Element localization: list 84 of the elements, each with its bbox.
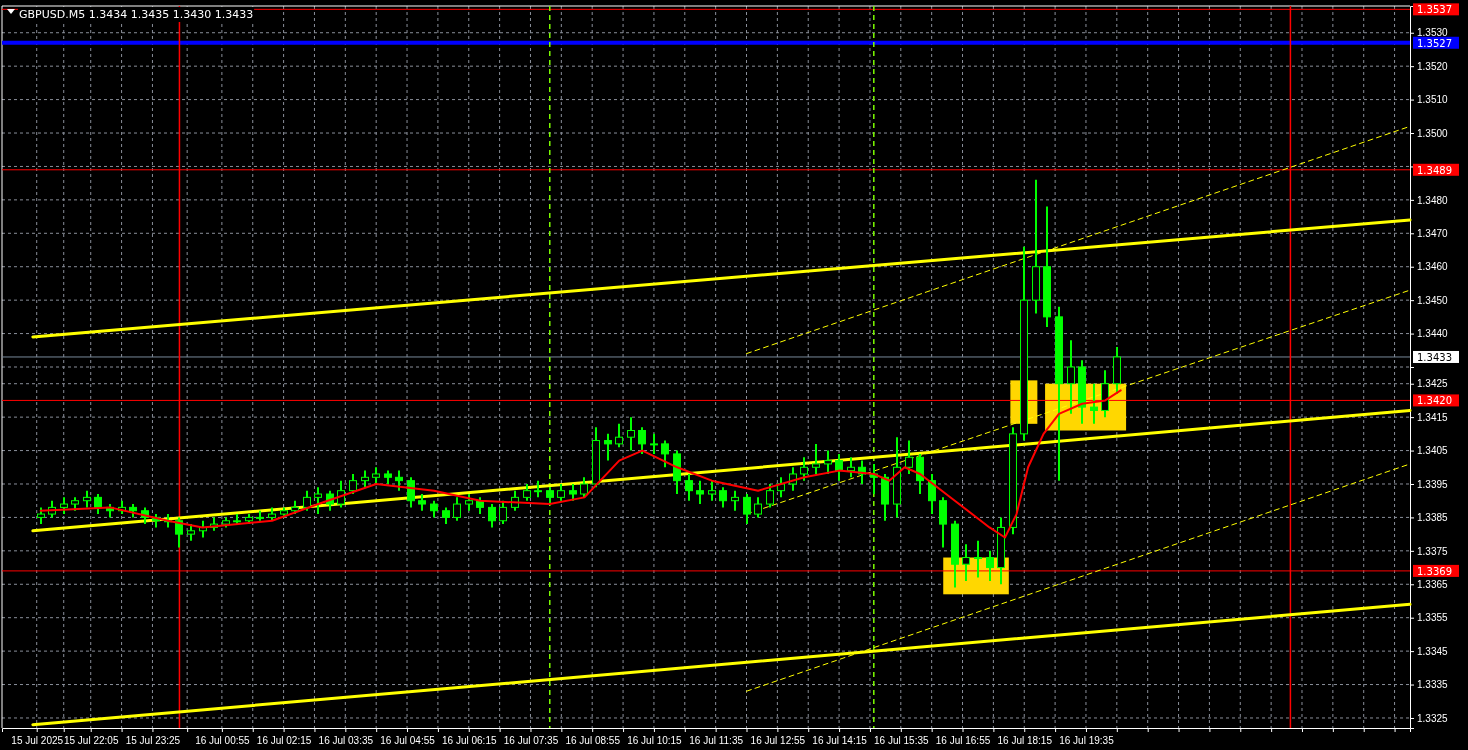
- x-tick-label: 16 Jul 00:55: [195, 735, 251, 746]
- candlestick: [349, 472, 357, 496]
- candlestick: [800, 456, 808, 482]
- x-tick-label: 16 Jul 07:35: [503, 735, 559, 746]
- candlestick: [94, 493, 102, 516]
- y-tick-label: 1.3440: [1417, 328, 1449, 340]
- candlestick: [661, 439, 669, 469]
- y-tick-label: 1.3425: [1417, 378, 1449, 390]
- candlestick: [627, 416, 635, 452]
- ref-line-label: 1.3489: [1417, 164, 1452, 176]
- candlestick: [638, 426, 646, 455]
- y-tick-label: 1.3500: [1417, 127, 1449, 139]
- ref-line-label: 1.3433: [1417, 351, 1452, 363]
- candlestick: [453, 496, 461, 522]
- y-tick-label: 1.3470: [1417, 228, 1449, 239]
- candlestick: [650, 432, 658, 455]
- ref-line-label: 1.3420: [1417, 395, 1452, 407]
- x-tick-label: 15 Jul 2025: [11, 735, 64, 746]
- y-tick-label: 1.3480: [1417, 194, 1449, 206]
- x-tick-label: 16 Jul 11:35: [689, 735, 744, 746]
- x-tick-label: 16 Jul 15:35: [874, 735, 929, 746]
- x-tick-label: 16 Jul 04:55: [380, 735, 436, 746]
- y-tick-label: 1.3450: [1417, 294, 1449, 306]
- ref-line-label: 1.3527: [1417, 37, 1452, 49]
- candlestick: [615, 422, 623, 449]
- ref-line-label: 1.3369: [1417, 565, 1452, 577]
- candlestick: [488, 503, 496, 529]
- candlestick: [939, 496, 947, 549]
- candlestick: [754, 496, 762, 519]
- x-tick-label: 16 Jul 06:15: [442, 735, 497, 746]
- candlestick: [303, 489, 311, 512]
- y-tick-label: 1.3335: [1417, 679, 1449, 691]
- x-tick-label: 16 Jul 18:15: [997, 735, 1053, 746]
- x-tick-label: 16 Jul 19:35: [1059, 735, 1115, 746]
- candlestick: [395, 469, 403, 492]
- y-tick-label: 1.3520: [1417, 60, 1449, 72]
- candlestick: [580, 476, 588, 499]
- candlestick: [962, 543, 970, 582]
- candlestick: [835, 452, 843, 482]
- candlestick: [905, 439, 913, 475]
- x-tick-label: 16 Jul 12:55: [750, 735, 806, 746]
- candlestick: [175, 516, 183, 549]
- x-tick-label: 16 Jul 10:15: [627, 735, 683, 746]
- y-tick-label: 1.3405: [1417, 445, 1449, 457]
- x-tick-label: 15 Jul 22:05: [63, 735, 119, 746]
- y-tick-label: 1.3395: [1417, 478, 1449, 490]
- candlestick: [974, 539, 982, 579]
- x-tick-label: 16 Jul 14:15: [812, 735, 868, 746]
- candlestick: [812, 442, 820, 475]
- x-tick-label: 16 Jul 02:15: [256, 735, 312, 746]
- candlestick: [337, 479, 345, 509]
- y-tick-label: 1.3355: [1417, 612, 1449, 624]
- candlestick: [743, 493, 751, 526]
- y-tick-label: 1.3460: [1417, 261, 1449, 273]
- candlestick: [604, 432, 612, 462]
- ref-line-label: 1.3537: [1417, 4, 1452, 16]
- y-tick-label: 1.3510: [1417, 94, 1449, 106]
- y-tick-label: 1.3375: [1417, 545, 1449, 557]
- y-tick-label: 1.3345: [1417, 645, 1449, 657]
- candlestick: [685, 472, 693, 502]
- candlestick: [928, 472, 936, 516]
- x-tick-label: 16 Jul 03:35: [318, 735, 374, 746]
- y-tick-label: 1.3385: [1417, 512, 1449, 524]
- candlestick: [766, 482, 774, 509]
- x-tick-label: 16 Jul 16:55: [935, 735, 991, 746]
- chart-title: GBPUSD.M5 1.3434 1.3435 1.3430 1.3433: [19, 8, 254, 21]
- candlestick: [916, 452, 924, 496]
- candlestick: [708, 479, 716, 502]
- candlestick: [824, 449, 832, 475]
- y-tick-label: 1.3365: [1417, 578, 1449, 590]
- x-tick-label: 16 Jul 08:55: [565, 735, 621, 746]
- candlestick: [731, 489, 739, 512]
- candlestick: [719, 486, 727, 509]
- x-tick-label: 15 Jul 23:25: [125, 735, 181, 746]
- candlestick: [1067, 339, 1075, 415]
- y-tick-label: 1.3325: [1417, 712, 1449, 724]
- y-tick-label: 1.3530: [1417, 27, 1449, 39]
- candlestick: [986, 549, 994, 582]
- candlestick: [407, 476, 415, 509]
- candlestick: [696, 479, 704, 506]
- y-tick-label: 1.3415: [1417, 411, 1449, 423]
- candlestick: [1090, 382, 1098, 425]
- candlestick: [847, 456, 855, 479]
- candlestick: [314, 486, 322, 516]
